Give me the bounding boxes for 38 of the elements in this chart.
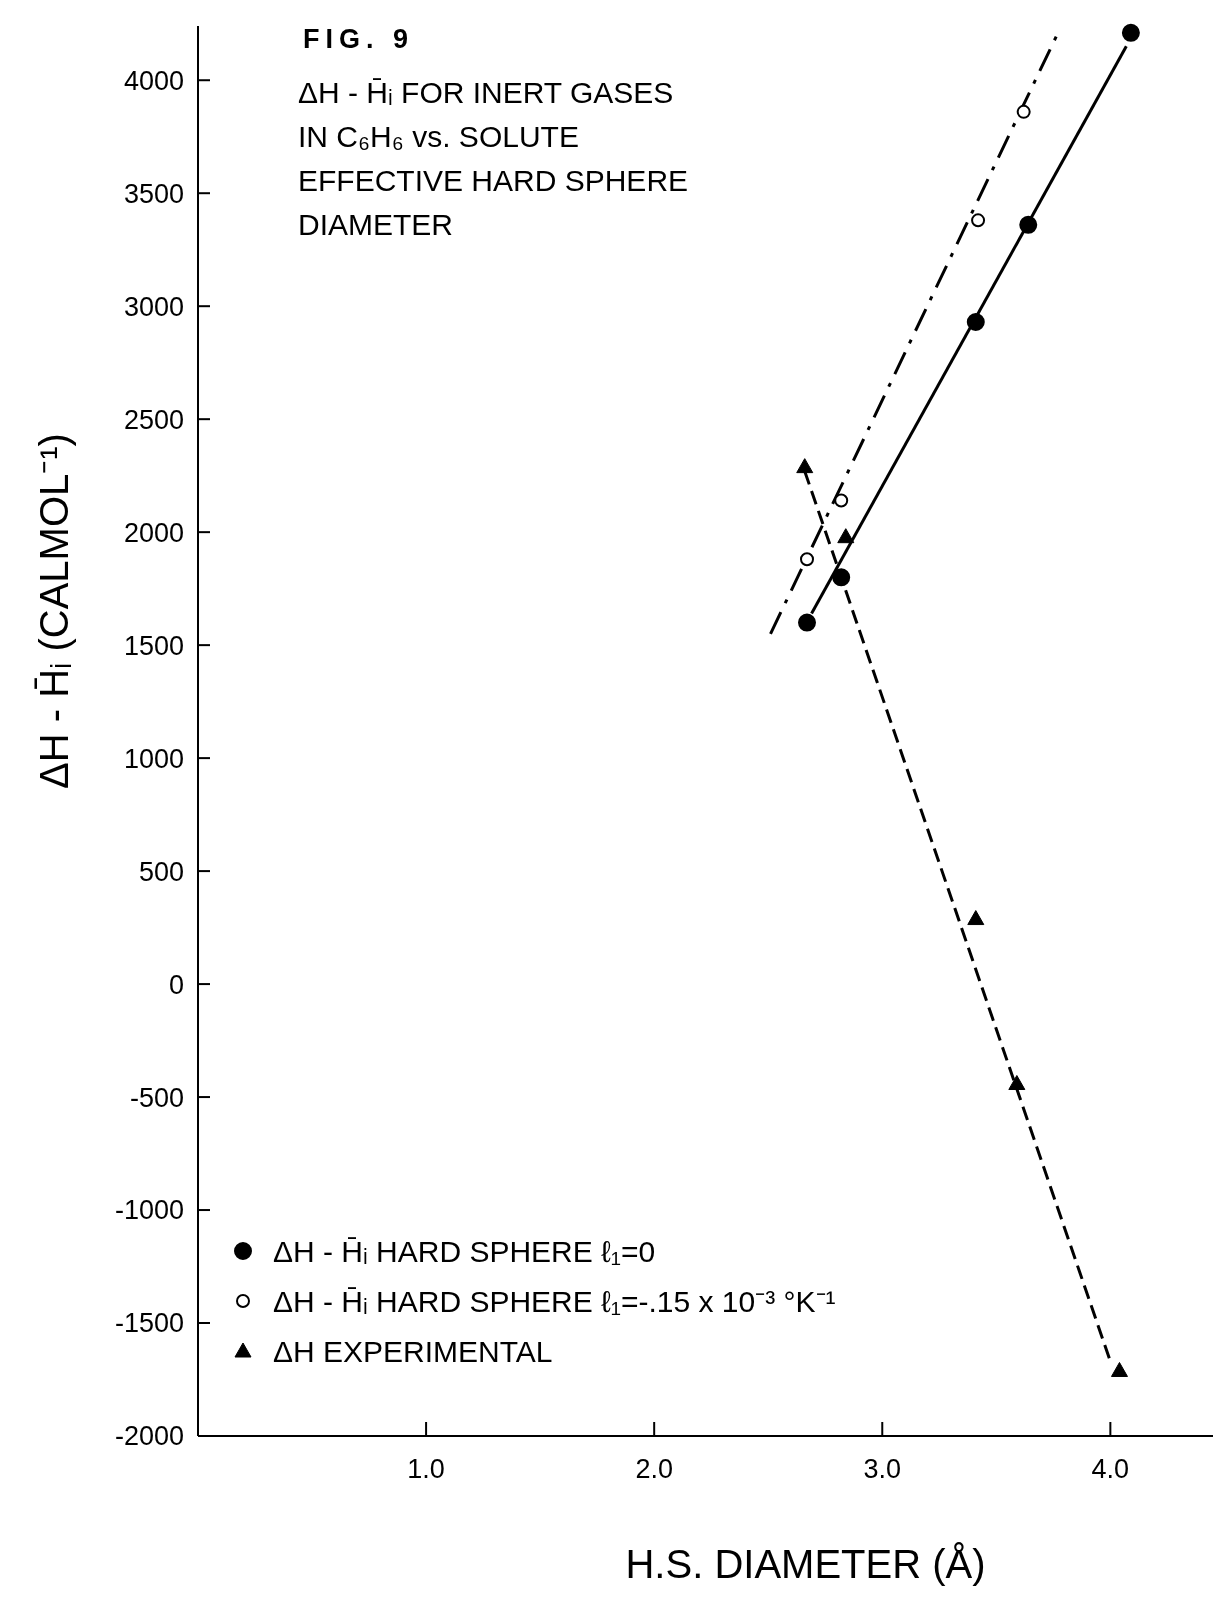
x-tick-label: 2.0 (635, 1454, 673, 1484)
legend-label: ΔH - H̄ᵢ HARD SPHERE ℓ₁=0 (273, 1234, 656, 1268)
x-axis-title: H.S. DIAMETER (Å) (625, 1542, 986, 1586)
y-tick-label: 2000 (123, 517, 184, 548)
y-tick-label: -500 (129, 1082, 184, 1113)
point (800, 552, 814, 567)
y-tick-label: 3500 (123, 178, 184, 209)
y-tick-label: 3000 (123, 291, 184, 322)
y-tick-label: 500 (138, 856, 184, 887)
point (971, 213, 986, 228)
y-tick-label: -1500 (114, 1308, 184, 1339)
y-tick-label: 1000 (123, 743, 184, 774)
y-tick-label: 0 (168, 969, 184, 1000)
point (798, 613, 816, 632)
y-tick-label: -1000 (114, 1195, 184, 1226)
point (967, 910, 985, 926)
point (1008, 1075, 1026, 1090)
point (1121, 23, 1140, 42)
x-tick-label: 1.0 (407, 1454, 445, 1484)
y-tick-label: 2500 (123, 404, 184, 435)
chart-title: FIG. 9 (303, 24, 415, 54)
y-tick-label: 1500 (123, 630, 184, 661)
text: ΔH - H̄ᵢ FOR INERT GASES IN C₆H₆ vs. SOLUTE EFFECTIVE HARD SPHERE DIAMETER (298, 76, 689, 241)
point (796, 458, 814, 474)
point (1019, 215, 1038, 234)
legend-label: ΔH - H̄ᵢ HARD SPHERE ℓ₁=-.15 x 10⁻³ °K⁻¹ (273, 1284, 836, 1318)
point (1110, 1361, 1128, 1377)
x-tick-label: 4.0 (1091, 1454, 1130, 1484)
point (1016, 104, 1031, 119)
point (966, 313, 985, 332)
point (832, 568, 851, 587)
y-tick-label: 4000 (123, 65, 184, 96)
x-tick-label: 3.0 (863, 1454, 902, 1484)
y-axis-title: ΔH - H̄ᵢ (CALMOL⁻¹) (32, 433, 76, 789)
y-tick-label: -2000 (114, 1421, 184, 1452)
legend-label: ΔH EXPERIMENTAL (273, 1334, 553, 1368)
point (834, 493, 849, 508)
point (837, 528, 855, 544)
